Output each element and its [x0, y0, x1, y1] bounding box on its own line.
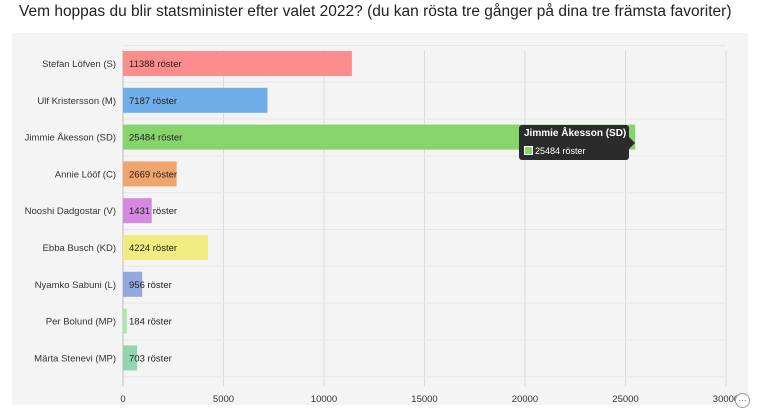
- bar-value-label-5: 4224 röster: [129, 243, 177, 254]
- category-label-8: Märta Stenevi (MP): [34, 353, 116, 364]
- bar-value-label-0: 11388 röster: [129, 59, 182, 70]
- chart-tooltip: Jimmie Åkesson (SD) 25484 röster: [519, 125, 635, 160]
- bar-value-label-4: 1431 röster: [129, 206, 177, 217]
- category-label-1: Ulf Kristersson (M): [37, 96, 116, 107]
- category-label-4: Nooshi Dadgostar (V): [25, 206, 116, 217]
- x-tick-label-2: 10000: [311, 394, 337, 405]
- bar-6: [123, 271, 143, 297]
- page-edge: [748, 33, 760, 405]
- x-tick-label-0: 0: [120, 394, 125, 405]
- x-tick-label-6: 30000: [713, 394, 739, 405]
- bar-5: [123, 235, 208, 260]
- bar-value-label-6: 956 röster: [129, 280, 172, 291]
- bar-7: [123, 308, 127, 334]
- category-label-5: Ebba Busch (KD): [43, 243, 116, 254]
- x-tick-labels: 0 5000 10000 15000 20000 25000 30000: [120, 394, 739, 405]
- bar-8: [123, 345, 138, 371]
- bar-3: [123, 161, 177, 187]
- bar-value-label-7: 184 röster: [129, 317, 172, 328]
- category-label-3: Annie Lööf (C): [55, 169, 116, 180]
- tooltip-swatch: [524, 146, 533, 155]
- tooltip-value: 25484 röster: [535, 146, 586, 156]
- category-label-2: Jimmie Åkesson (SD): [25, 133, 116, 144]
- x-tick-label-3: 15000: [411, 394, 437, 405]
- bar-1: [123, 87, 268, 113]
- info-icon[interactable]: ⋯: [735, 393, 750, 408]
- page-title: Vem hoppas du blir statsminister efter v…: [19, 3, 732, 20]
- grid-lines: [122, 45, 727, 387]
- bar-value-label-3: 2669 röster: [129, 169, 177, 180]
- x-tick-label-1: 5000: [213, 394, 234, 405]
- bar-0: [123, 51, 352, 76]
- x-tick-label-4: 20000: [512, 394, 538, 405]
- tooltip-title: Jimmie Åkesson (SD): [524, 128, 627, 139]
- bar-4: [123, 198, 152, 224]
- x-tick-label-5: 25000: [612, 394, 638, 405]
- tooltip-row: 25484 röster: [524, 146, 586, 156]
- bar-value-label-8: 703 röster: [129, 353, 172, 364]
- category-label-0: Stefan Löfven (S): [42, 59, 116, 70]
- bar-value-label-1: 7187 röster: [129, 96, 177, 107]
- bar-value-label-2: 25484 röster: [129, 133, 182, 144]
- category-label-7: Per Bolund (MP): [46, 317, 116, 328]
- category-label-6: Nyamko Sabuni (L): [35, 280, 116, 291]
- bars: 11388 röster 7187 röster 25484 röster 2669 …: [123, 51, 636, 371]
- category-labels: Stefan Löfven (S) Ulf Kristersson (M) Jimm…: [25, 59, 116, 364]
